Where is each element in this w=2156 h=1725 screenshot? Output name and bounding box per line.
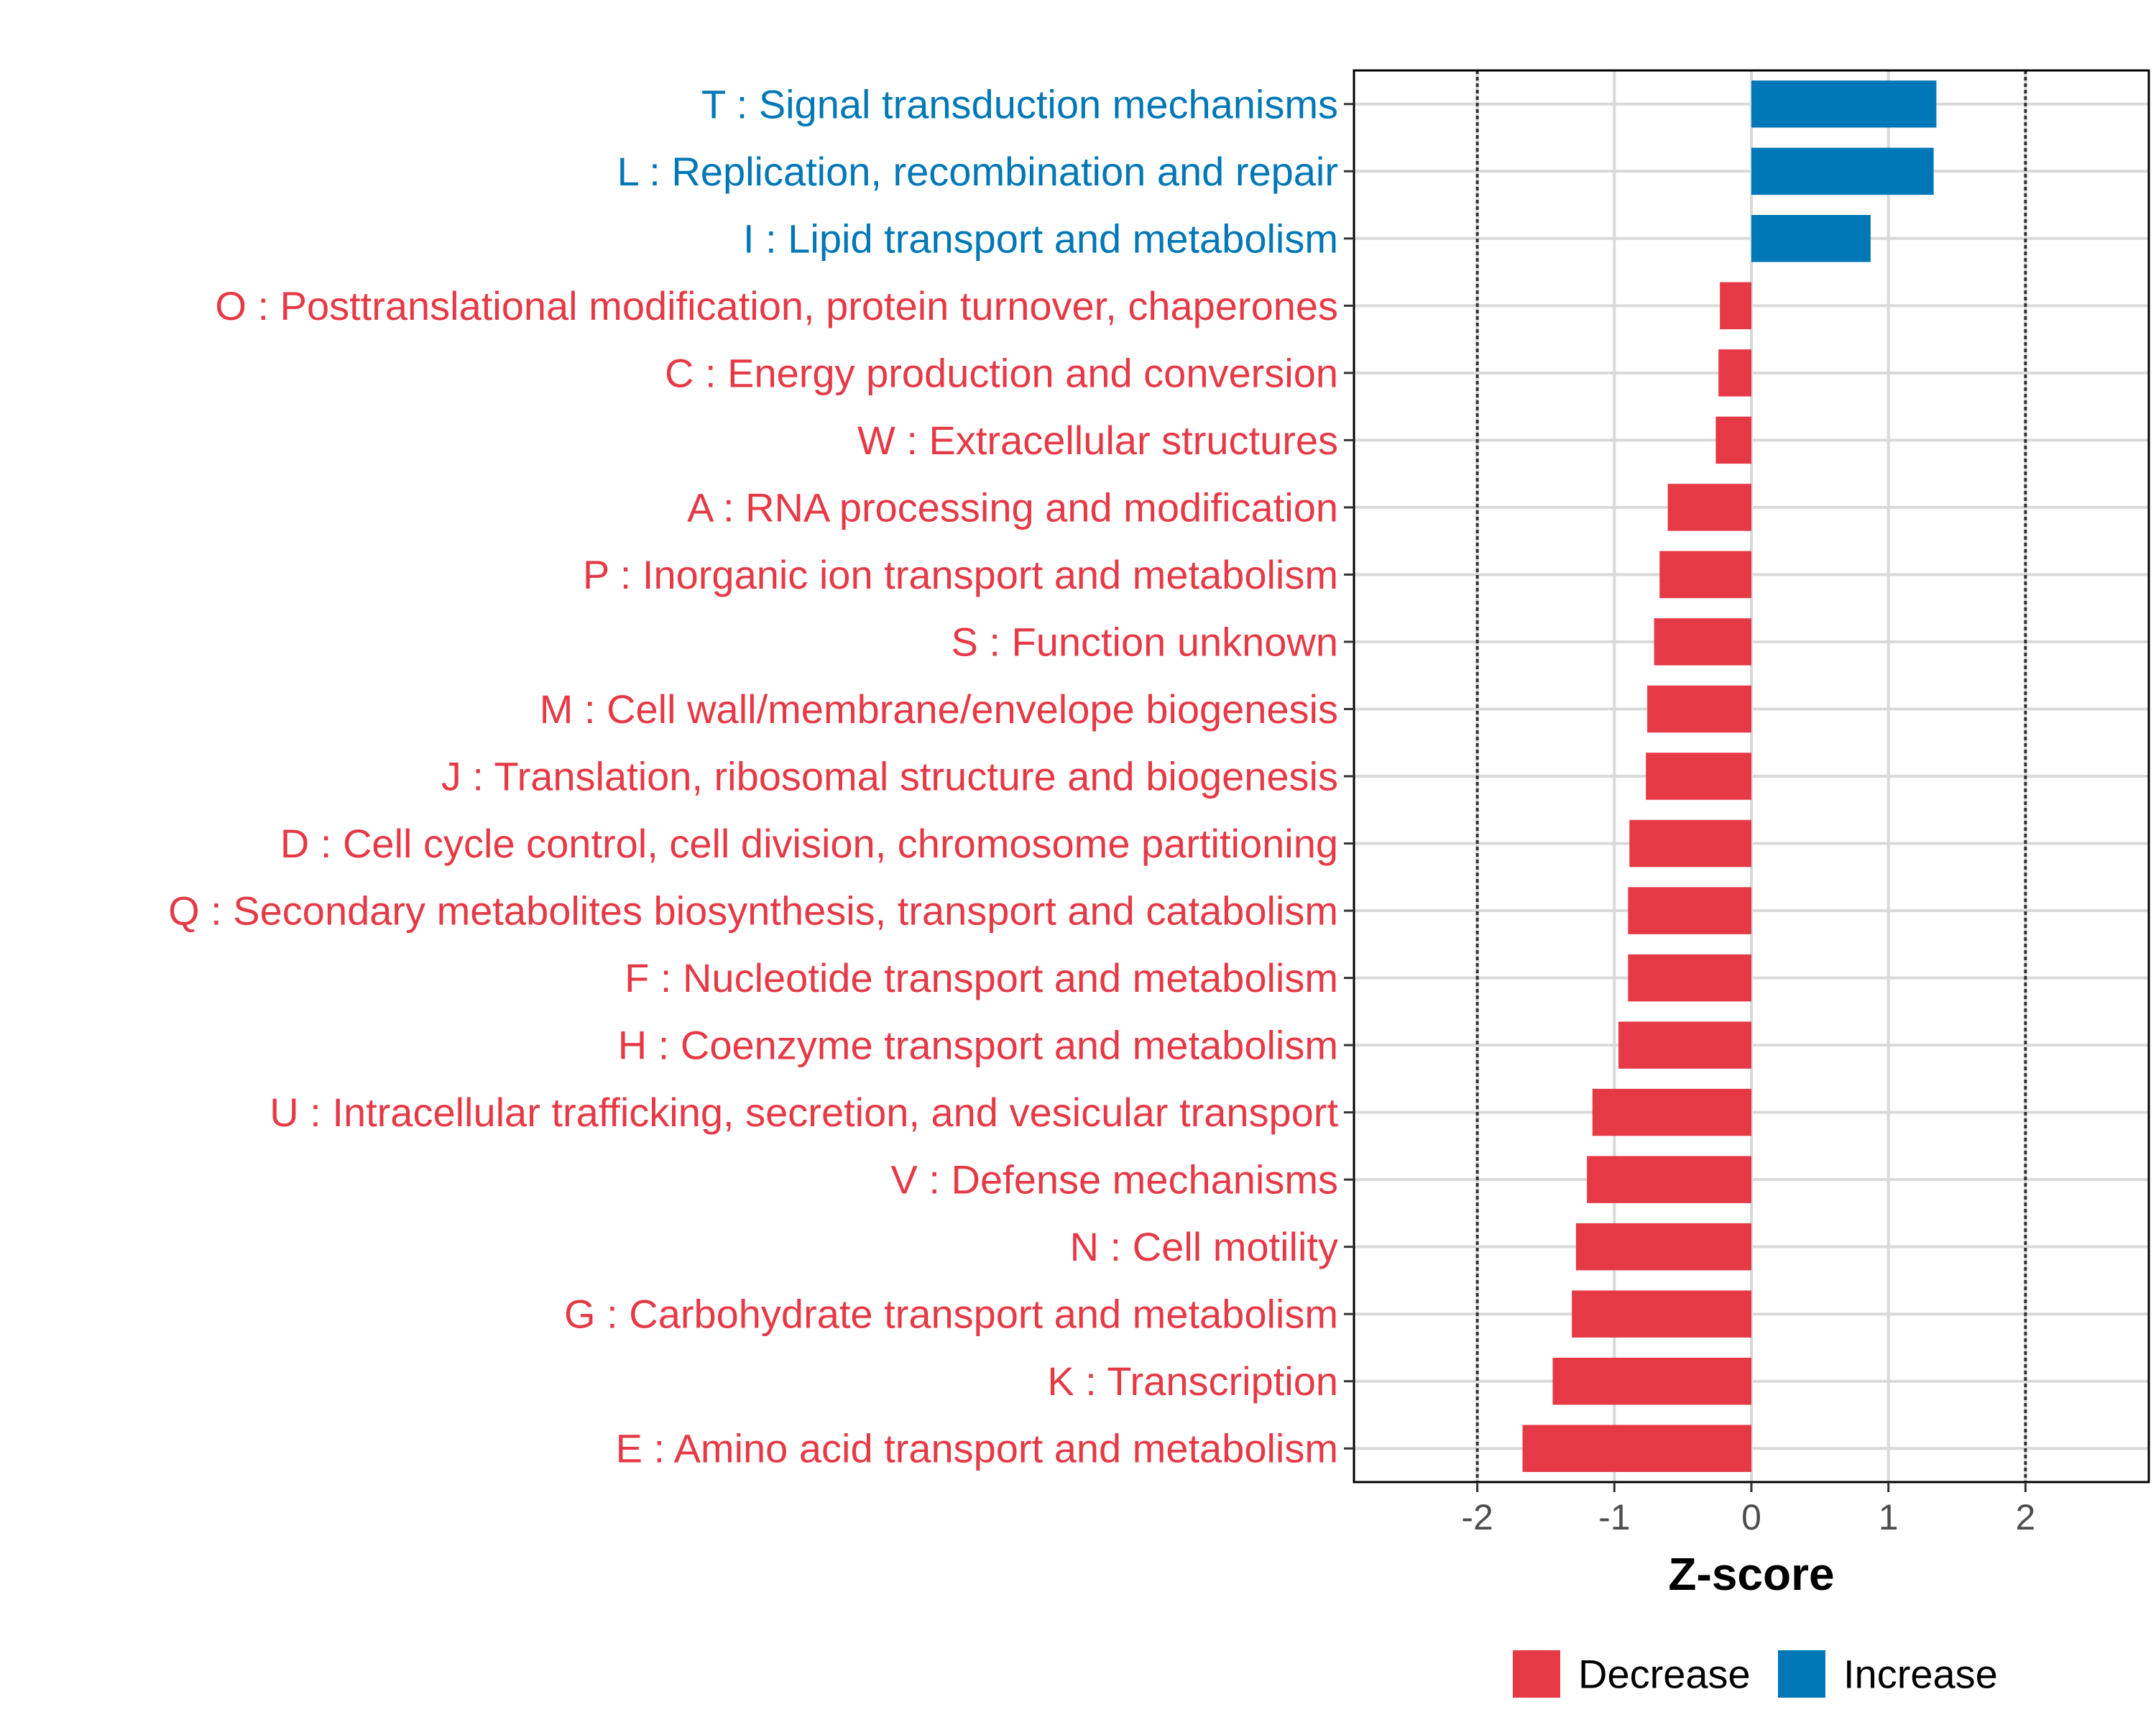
category-label: H : Coenzyme transport and metabolism <box>618 1023 1338 1068</box>
category-label: K : Transcription <box>1047 1358 1338 1404</box>
legend-swatch-decrease <box>1513 1650 1560 1698</box>
x-tick-label: -1 <box>1598 1497 1630 1537</box>
bar-decrease <box>1628 887 1751 934</box>
bar-decrease <box>1654 618 1751 666</box>
legend: Decrease Increase <box>1513 1650 1998 1698</box>
y-axis-category-labels: T : Signal transduction mechanisms L : Re… <box>168 81 1338 1471</box>
reference-lines <box>1475 70 2027 1482</box>
bar-decrease <box>1575 1223 1751 1271</box>
legend-label-increase: Increase <box>1843 1652 1998 1697</box>
category-label: D : Cell cycle control, cell division, c… <box>280 821 1338 866</box>
x-axis-ticks: -2 -1 0 1 2 <box>1461 1482 2035 1537</box>
bar-increase <box>1751 80 1937 128</box>
bar-decrease <box>1659 551 1751 599</box>
category-label: Q : Secondary metabolites biosynthesis, … <box>168 888 1338 934</box>
bar-decrease <box>1647 685 1751 733</box>
legend-swatch-increase <box>1778 1650 1825 1698</box>
category-label: S : Function unknown <box>951 619 1338 664</box>
category-label: C : Energy production and conversion <box>665 350 1338 395</box>
x-tick-label: 2 <box>2015 1497 2035 1537</box>
bar-decrease <box>1629 819 1751 868</box>
bar-decrease <box>1592 1088 1751 1136</box>
category-label: O : Posttranslational modification, prot… <box>215 283 1338 328</box>
category-label: T : Signal transduction mechanisms <box>701 81 1338 126</box>
bar-decrease <box>1667 484 1751 531</box>
category-label: I : Lipid transport and metabolism <box>743 216 1338 261</box>
bar-decrease <box>1522 1425 1751 1472</box>
category-label: M : Cell wall/membrane/envelope biogenes… <box>540 686 1338 732</box>
category-label: U : Intracellular trafficking, secretion… <box>270 1090 1338 1135</box>
x-tick-label: 0 <box>1741 1497 1761 1537</box>
category-label: P : Inorganic ion transport and metaboli… <box>583 552 1338 597</box>
x-axis-title: Z-score <box>1668 1548 1834 1600</box>
y-axis-ticks <box>1344 103 1354 1450</box>
category-label: E : Amino acid transport and metabolism <box>616 1426 1338 1471</box>
category-label: L : Replication, recombination and repai… <box>617 149 1338 194</box>
bar-decrease <box>1646 753 1751 800</box>
category-label: G : Carbohydrate transport and metabolis… <box>564 1292 1338 1337</box>
category-label: J : Translation, ribosomal structure and… <box>441 754 1338 799</box>
x-tick-label: 1 <box>1879 1497 1899 1537</box>
category-label: W : Extracellular structures <box>857 418 1338 463</box>
x-tick-label: -2 <box>1461 1497 1493 1537</box>
category-label: V : Defense mechanisms <box>891 1157 1338 1202</box>
category-label: A : RNA processing and modification <box>687 484 1338 530</box>
bar-increase <box>1751 215 1871 262</box>
bar-decrease <box>1587 1156 1751 1203</box>
bar-decrease <box>1718 349 1751 397</box>
bar-decrease <box>1720 282 1751 330</box>
bar-decrease <box>1552 1357 1751 1405</box>
bar-decrease <box>1572 1290 1751 1338</box>
category-label: F : Nucleotide transport and metabolism <box>625 955 1338 1000</box>
category-label: N : Cell motility <box>1070 1224 1338 1269</box>
bar-decrease <box>1628 954 1751 1002</box>
bars-layer <box>1522 80 1937 1472</box>
bar-decrease <box>1715 416 1751 464</box>
bar-decrease <box>1618 1021 1751 1069</box>
bar-increase <box>1751 147 1934 196</box>
legend-label-decrease: Decrease <box>1578 1652 1751 1697</box>
